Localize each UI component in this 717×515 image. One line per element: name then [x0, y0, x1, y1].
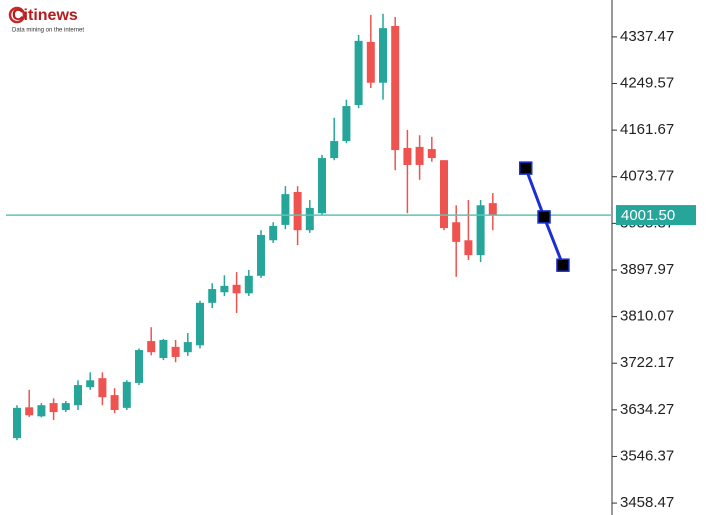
candle-body [354, 40, 363, 106]
candle-body [330, 141, 339, 159]
y-tick-label: 3722.17 [620, 354, 674, 371]
candle-body [415, 146, 424, 165]
candle-body [37, 405, 46, 417]
candle-body [379, 28, 387, 83]
candle-body [49, 403, 58, 413]
y-tick-label: 4073.77 [620, 168, 674, 185]
projection-marker [518, 161, 533, 175]
candle-body [171, 346, 180, 357]
y-tick-label: 3458.47 [620, 494, 674, 511]
logo-tagline: Data mining on the internet [12, 28, 84, 34]
candle-body [86, 380, 95, 388]
candle-body [25, 407, 34, 416]
candle-body [427, 149, 436, 159]
candle-body [61, 403, 70, 410]
y-tick-label: 3810.07 [620, 308, 674, 325]
candle-body [366, 41, 375, 83]
logo-name: Citinews [12, 7, 78, 24]
logo: Citinews Data mining on the internet [8, 6, 84, 34]
candle-body [488, 203, 497, 215]
candle-body [391, 25, 400, 151]
candle-body [183, 342, 192, 353]
candle-body [318, 158, 326, 214]
candle-body [98, 378, 107, 398]
price-label-box [616, 205, 696, 226]
price-label: 4001.50 [621, 207, 675, 224]
y-tick-label: 4249.57 [620, 74, 674, 91]
candle-body [403, 147, 412, 165]
candle-body [147, 341, 156, 353]
candle-body [232, 284, 241, 294]
y-tick-label: 3897.97 [620, 261, 674, 278]
candle-body [74, 385, 82, 406]
y-tick-label: 4337.47 [620, 28, 674, 45]
candle-body [13, 407, 21, 439]
candle-body [305, 207, 314, 231]
candle-body [440, 160, 448, 229]
y-tick-label: 4161.67 [620, 121, 674, 138]
y-tick-label: 3634.27 [620, 401, 674, 418]
candle-body [452, 222, 461, 242]
candle-body [244, 275, 253, 294]
candle-body [196, 302, 204, 346]
logo-icon [8, 6, 26, 24]
candle-body [464, 240, 473, 256]
candle-body [208, 289, 217, 303]
projection-marker [537, 210, 551, 224]
candle-body [135, 350, 143, 383]
candle-body [257, 234, 265, 276]
candle-body [269, 225, 278, 241]
candle-body [342, 106, 351, 142]
candle-body [220, 285, 229, 293]
candle-body [293, 191, 302, 231]
candle-body [110, 395, 119, 410]
y-tick-label: 3546.37 [620, 447, 674, 464]
candle-body [476, 205, 485, 256]
projection-marker [556, 258, 570, 272]
candle-body [122, 381, 131, 408]
candle-body [281, 194, 290, 225]
candle-body [159, 339, 168, 359]
